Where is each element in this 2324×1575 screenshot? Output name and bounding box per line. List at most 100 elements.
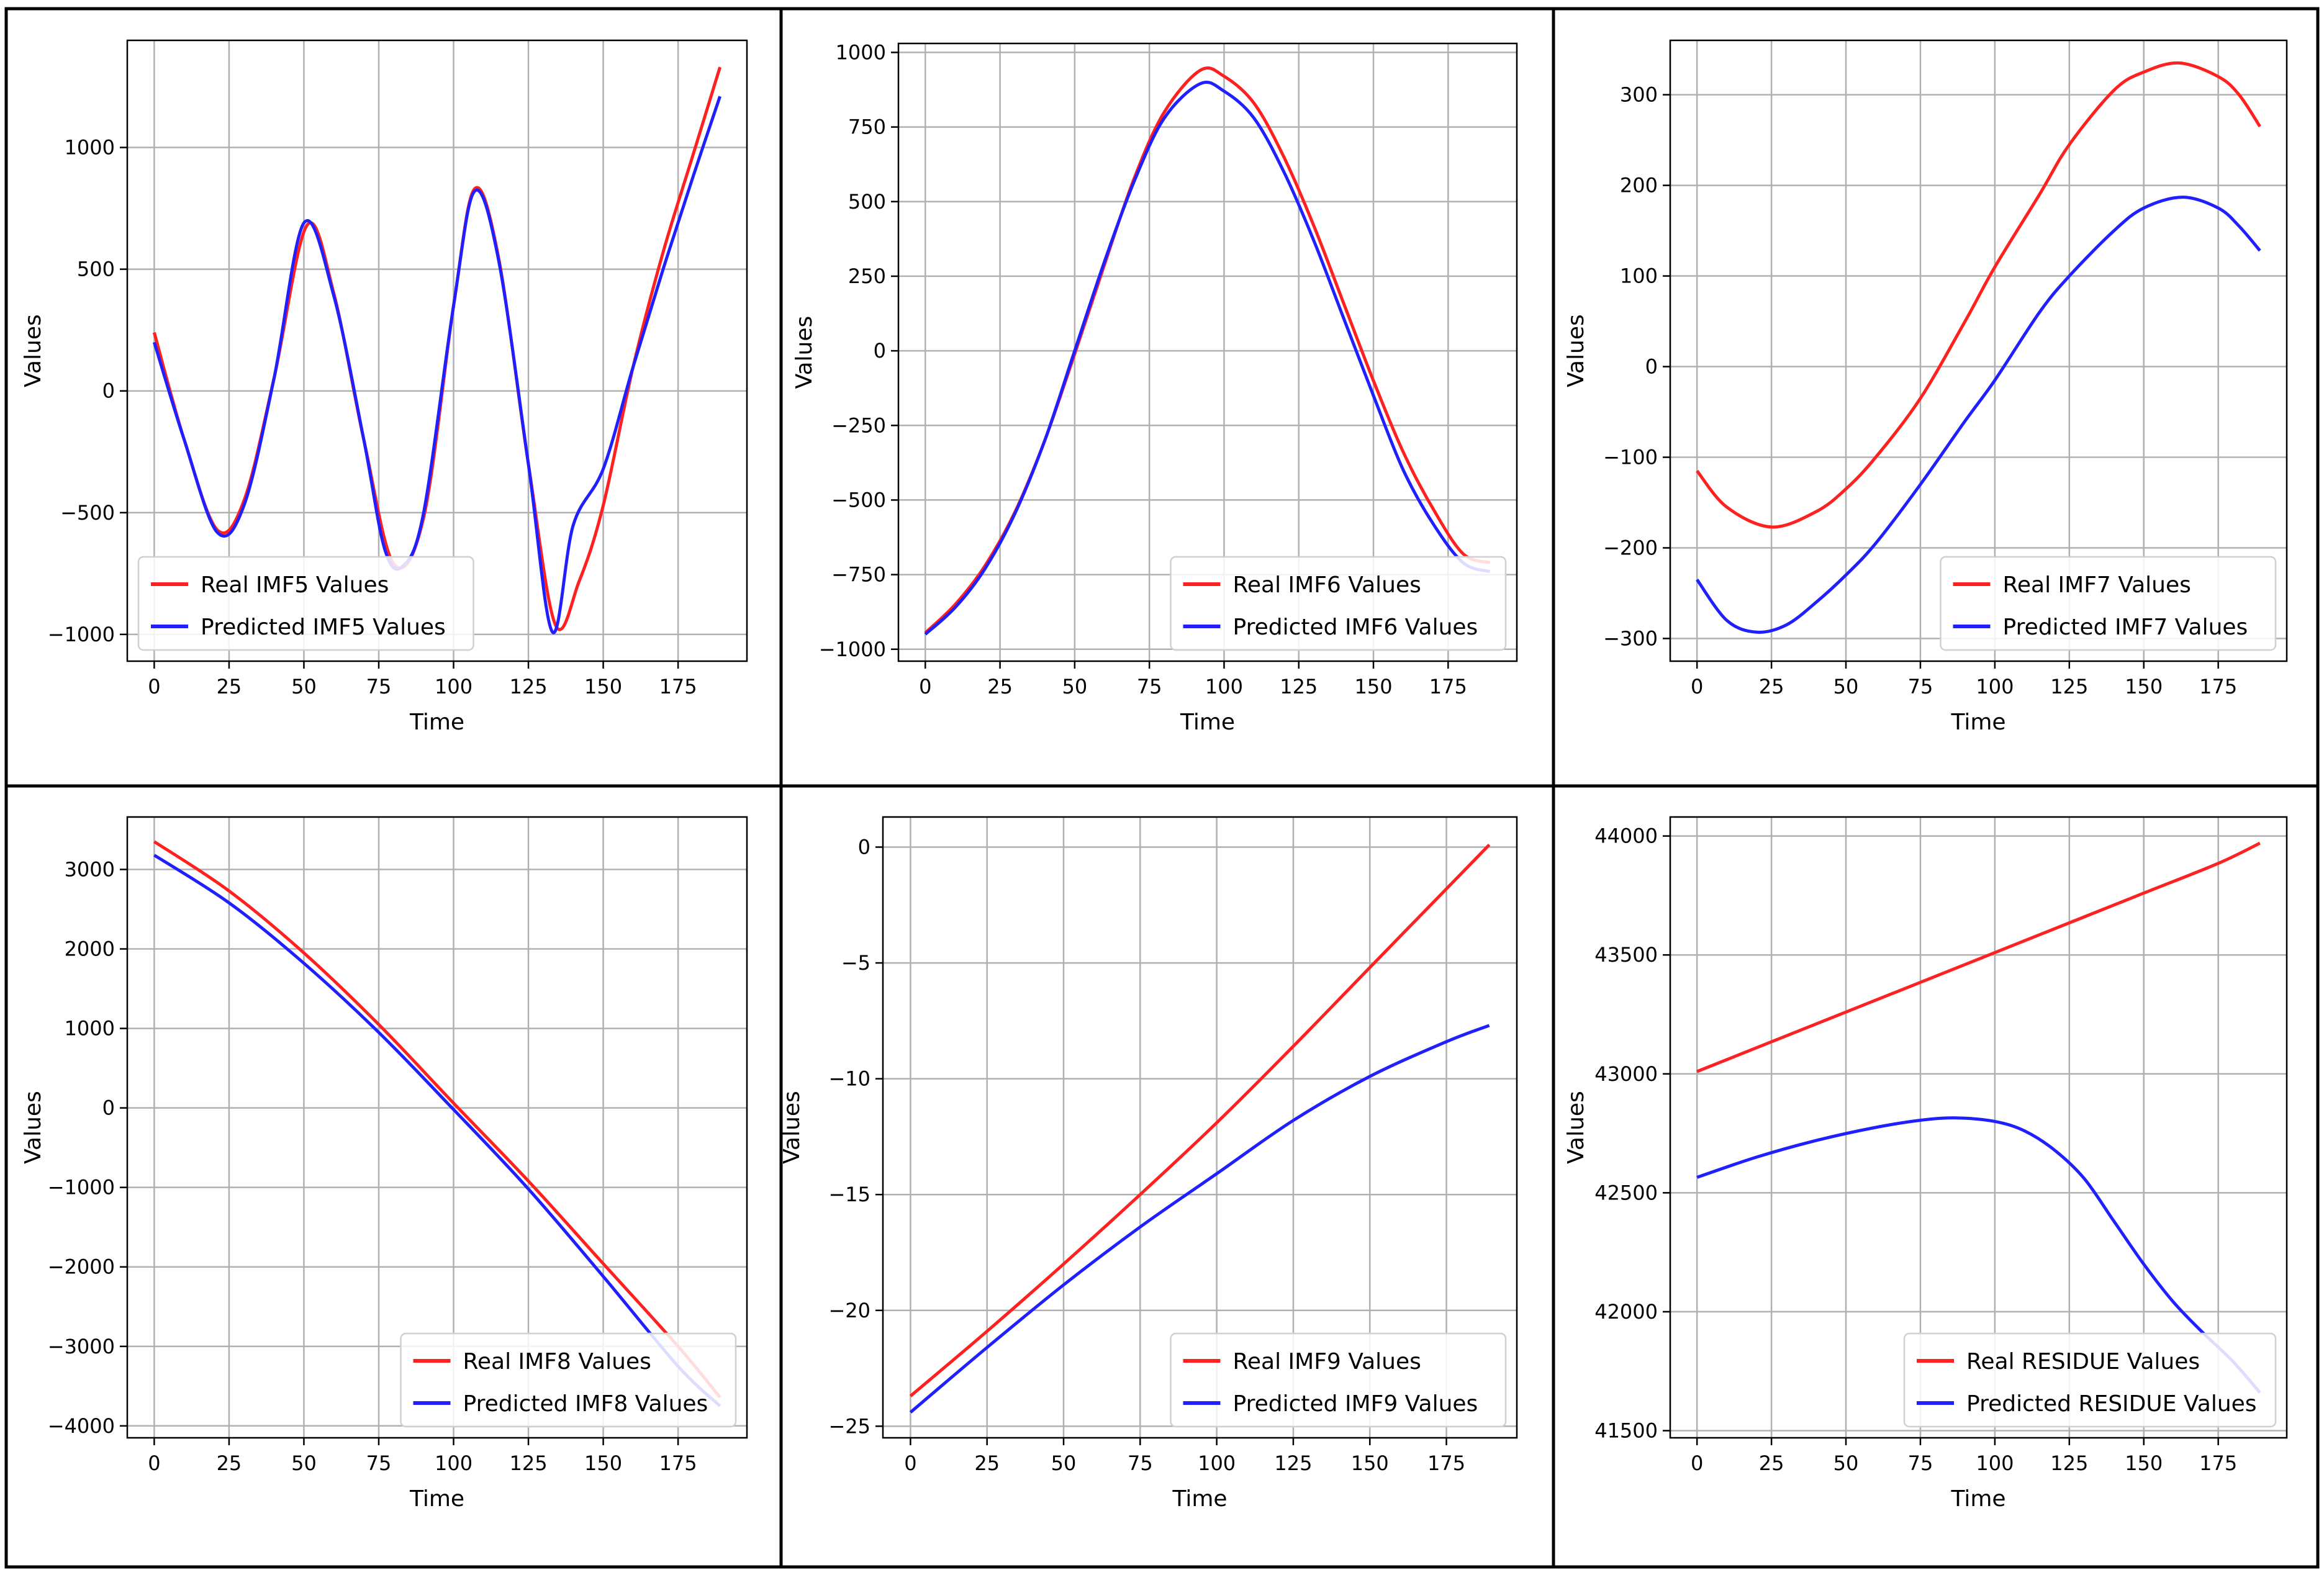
- real-series-line: [909, 844, 1491, 1397]
- legend-box: [400, 1332, 737, 1428]
- legend-label-predicted: Predicted IMF6 Values: [1233, 615, 1478, 640]
- x-tick-label: 100: [1205, 675, 1243, 698]
- x-tick-label: 125: [510, 675, 548, 698]
- x-tick-label: 50: [291, 675, 317, 698]
- y-tick-label: 43000: [1594, 1062, 1658, 1086]
- y-tick-label: −25: [828, 1414, 870, 1438]
- y-axis-label: Values: [792, 316, 817, 389]
- legend-label-predicted: Predicted IMF7 Values: [2003, 615, 2248, 640]
- legend: Real IMF8 Values Predicted IMF8 Values: [400, 1332, 737, 1428]
- x-tick-label: 150: [2125, 675, 2163, 698]
- x-tick-label: 25: [987, 675, 1013, 698]
- x-tick-label: 150: [1355, 675, 1393, 698]
- y-tick-label: −1000: [819, 638, 886, 661]
- x-tick-label: 50: [291, 1451, 317, 1475]
- x-tick-label: 100: [1198, 1451, 1236, 1475]
- y-tick-label: 1000: [836, 40, 886, 64]
- x-tick-label: 0: [904, 1451, 916, 1475]
- y-tick-label: 0: [102, 379, 115, 403]
- y-tick-label: −750: [831, 563, 886, 587]
- x-tick-label: 175: [2199, 1451, 2237, 1475]
- y-tick-label: −100: [1603, 446, 1658, 469]
- chart-panel-2: 0 25 50 75 100 125 150 175 −1000 −750 −500 −250 0 250…: [792, 40, 1518, 735]
- y-tick-label: −10: [828, 1067, 870, 1091]
- y-tick-label: −1000: [48, 1176, 115, 1199]
- axes-frame: [1669, 816, 2288, 1439]
- y-tick-label: 2000: [65, 937, 115, 961]
- x-tick-label: 75: [1908, 675, 1933, 698]
- legend: Real RESIDUE Values Predicted RESIDUE Val…: [1903, 1332, 2277, 1428]
- legend-label-real: Real IMF6 Values: [1233, 572, 1421, 598]
- legend-label-real: Real RESIDUE Values: [1966, 1349, 2200, 1374]
- y-tick-label: 43500: [1594, 943, 1658, 967]
- y-tick-label: −4000: [48, 1414, 115, 1438]
- x-tick-label: 25: [1759, 1451, 1784, 1475]
- y-tick-label: 44000: [1594, 824, 1658, 848]
- x-tick-label: 125: [510, 1451, 548, 1475]
- x-axis-label: Time: [409, 710, 464, 735]
- legend: Real IMF7 Values Predicted IMF7 Values: [1940, 556, 2277, 651]
- x-tick-label: 0: [1691, 1451, 1703, 1475]
- x-tick-label: 150: [584, 1451, 622, 1475]
- predicted-series-line: [153, 96, 721, 634]
- x-tick-label: 25: [974, 1451, 1000, 1475]
- panel-grid-lines: [4, 7, 2320, 1569]
- y-tick-label: 0: [102, 1096, 115, 1120]
- y-tick-label: −20: [828, 1299, 870, 1322]
- y-tick-label: 500: [77, 258, 115, 281]
- axes-frame: [1669, 39, 2288, 662]
- y-tick-label: 250: [848, 264, 886, 288]
- x-tick-label: 150: [1351, 1451, 1389, 1475]
- x-tick-label: 50: [1833, 1451, 1859, 1475]
- x-tick-label: 100: [435, 675, 472, 698]
- chart-panel-6: 0 25 50 75 100 125 150 175 41500 42000 42500 43000 4…: [1563, 816, 2288, 1512]
- x-tick-label: 175: [2199, 675, 2237, 698]
- chart-panel-3: 0 25 50 75 100 125 150 175 −300 −200 −100 0 100 200 30…: [1563, 39, 2288, 735]
- x-tick-label: 175: [1429, 675, 1467, 698]
- y-tick-label: −3000: [48, 1335, 115, 1358]
- y-axis-label: Values: [1563, 1091, 1589, 1164]
- y-tick-label: −300: [1603, 627, 1658, 651]
- legend-label-real: Real IMF9 Values: [1233, 1349, 1421, 1374]
- axes-frame: [126, 39, 748, 662]
- axes-frame: [897, 42, 1518, 662]
- x-tick-label: 0: [148, 675, 160, 698]
- chart-panel-4: 0 25 50 75 100 125 150 175 −4000 −3000 −2000 −1000 0…: [20, 816, 748, 1512]
- y-tick-label: 500: [848, 190, 886, 214]
- legend-label-real: Real IMF8 Values: [463, 1349, 651, 1374]
- legend: Real IMF9 Values Predicted IMF9 Values: [1170, 1332, 1507, 1428]
- x-tick-label: 75: [1128, 1451, 1153, 1475]
- x-tick-label: 125: [1274, 1451, 1312, 1475]
- y-axis-label: Values: [20, 1091, 46, 1164]
- x-tick-label: 175: [659, 1451, 697, 1475]
- x-tick-label: 75: [1908, 1451, 1933, 1475]
- legend-label-predicted: Predicted RESIDUE Values: [1966, 1391, 2257, 1417]
- legend-label-real: Real IMF5 Values: [201, 572, 389, 598]
- y-tick-label: −200: [1603, 536, 1658, 560]
- y-tick-label: −250: [831, 413, 886, 437]
- y-tick-label: 0: [1645, 355, 1658, 379]
- y-tick-label: 1000: [65, 136, 115, 160]
- y-axis-label: Values: [779, 1091, 805, 1164]
- x-tick-label: 25: [217, 675, 242, 698]
- legend-box: [1170, 1332, 1507, 1428]
- x-tick-label: 175: [659, 675, 697, 698]
- legend: Real IMF6 Values Predicted IMF6 Values: [1170, 556, 1507, 651]
- x-tick-label: 25: [217, 1451, 242, 1475]
- y-tick-label: 0: [874, 339, 886, 363]
- predicted-series-line: [924, 80, 1491, 636]
- y-tick-label: −1000: [48, 623, 115, 646]
- legend: Real IMF5 Values Predicted IMF5 Values: [137, 556, 474, 651]
- x-tick-label: 0: [1691, 675, 1703, 698]
- x-axis-label: Time: [409, 1486, 464, 1512]
- chart-panel-1: 0 25 50 75 100 125 150 175 −1000 −500 0 500 1000 Time…: [20, 39, 748, 735]
- legend-box: [1903, 1332, 2277, 1428]
- legend-label-predicted: Predicted IMF8 Values: [463, 1391, 708, 1417]
- grid: [127, 40, 747, 661]
- x-tick-label: 0: [148, 1451, 160, 1475]
- figure-border: [4, 7, 2320, 1569]
- y-tick-label: −2000: [48, 1255, 115, 1279]
- legend-box: [1940, 556, 2277, 651]
- x-tick-label: 50: [1051, 1451, 1077, 1475]
- x-axis-label: Time: [1950, 710, 2005, 735]
